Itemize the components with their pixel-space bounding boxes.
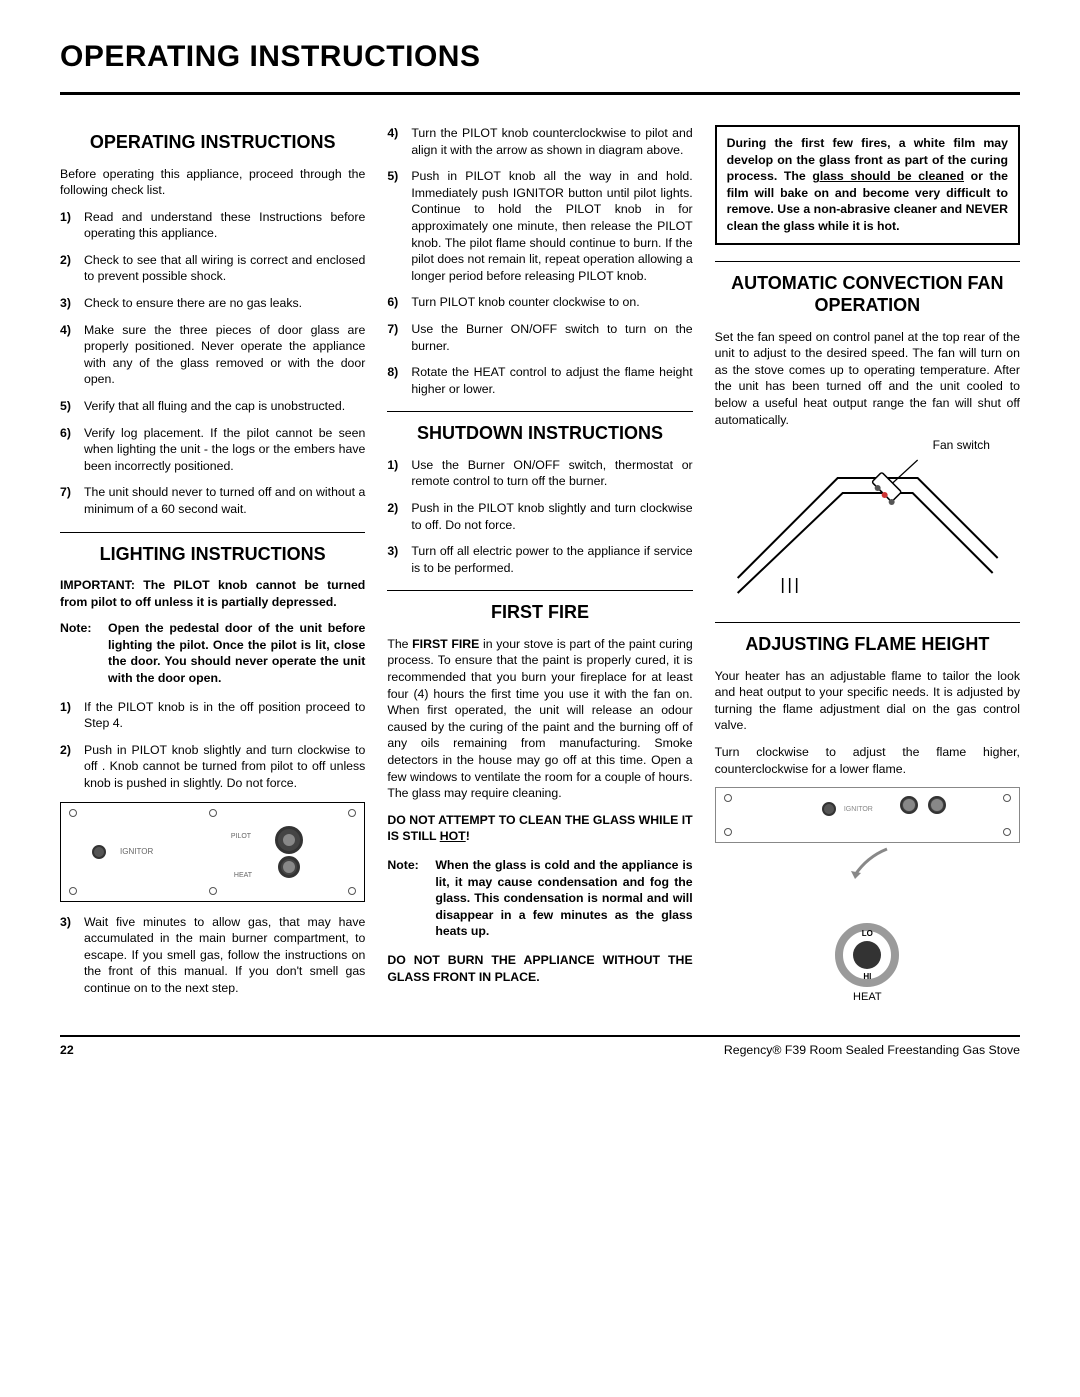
heat-panel-icon: IGNITOR [715, 787, 1020, 843]
lighting-note: Note: Open the pedestal door of the unit… [60, 620, 365, 686]
list-item: Turn PILOT knob counter clockwise to on. [387, 294, 692, 311]
note-text: Open the pedestal door of the unit befor… [108, 621, 365, 685]
fan-switch-diagram: Fan switch [715, 438, 1020, 608]
list-item: Make sure the three pieces of door glass… [60, 322, 365, 388]
note-label: Note: [387, 857, 418, 874]
heat-caption: HEAT [715, 991, 1020, 1003]
ignitor-label: IGNITOR [120, 847, 153, 856]
list-item: Wait five minutes to allow gas, that may… [60, 914, 365, 997]
note-text: When the glass is cold and the appliance… [435, 858, 692, 938]
operating-checklist: Read and understand these Instructions b… [60, 209, 365, 518]
pilot-label: PILOT [231, 833, 251, 840]
column-2: Turn the PILOT knob counterclockwise to … [387, 125, 692, 1007]
lighting-steps-1-2: If the PILOT knob is in the off position… [60, 699, 365, 792]
ignitor-button-icon [92, 845, 106, 859]
column-1: OPERATING INSTRUCTIONS Before operating … [60, 125, 365, 1007]
list-item: Push in the PILOT knob slightly and turn… [387, 500, 692, 533]
heading-lighting: LIGHTING INSTRUCTIONS [60, 543, 365, 566]
first-fire-para: The FIRST FIRE in your stove is part of … [387, 636, 692, 802]
shutdown-steps: Use the Burner ON/OFF switch, thermostat… [387, 457, 692, 577]
page-number: 22 [60, 1043, 74, 1057]
heat-control-diagram: IGNITOR LO HI HEAT [715, 787, 1020, 1003]
pointer-arrow-icon [837, 847, 897, 883]
title-rule [60, 92, 1020, 95]
rule [387, 590, 692, 591]
list-item: Turn the PILOT knob counterclockwise to … [387, 125, 692, 158]
heading-fan: AUTOMATIC CONVECTION FAN OPERATION [715, 272, 1020, 317]
lighting-important: IMPORTANT: The PILOT knob cannot be turn… [60, 577, 365, 610]
fan-switch-label: Fan switch [933, 438, 990, 452]
first-fire-note: Note: When the glass is cold and the app… [387, 857, 692, 940]
list-item: Turn off all electric power to the appli… [387, 543, 692, 576]
heat-dial-icon: LO HI [835, 923, 899, 987]
flame-p1: Your heater has an adjustable flame to t… [715, 668, 1020, 734]
column-3: During the first few fires, a white film… [715, 125, 1020, 1007]
heading-flame: ADJUSTING FLAME HEIGHT [715, 633, 1020, 656]
control-panel-diagram: IGNITOR PILOT HEAT [60, 802, 365, 902]
hi-label: HI [863, 972, 871, 981]
list-item: Push in PILOT knob slightly and turn clo… [60, 742, 365, 792]
pilot-knob-icon [275, 826, 303, 854]
heading-operating: OPERATING INSTRUCTIONS [60, 131, 365, 154]
lighting-steps-4-8: Turn the PILOT knob counterclockwise to … [387, 125, 692, 397]
page-title: OPERATING INSTRUCTIONS [60, 40, 1020, 74]
operating-intro: Before operating this appliance, proceed… [60, 166, 365, 199]
lighting-step-3: Wait five minutes to allow gas, that may… [60, 914, 365, 997]
list-item: The unit should never to turned off and … [60, 484, 365, 517]
footer-product: Regency® F39 Room Sealed Freestanding Ga… [724, 1043, 1020, 1057]
flame-p2: Turn clockwise to adjust the flame highe… [715, 744, 1020, 777]
rule [715, 622, 1020, 623]
rule [60, 532, 365, 533]
list-item: Push in PILOT knob all the way in and ho… [387, 168, 692, 284]
heading-shutdown: SHUTDOWN INSTRUCTIONS [387, 422, 692, 445]
columns: OPERATING INSTRUCTIONS Before operating … [60, 125, 1020, 1007]
list-item: If the PILOT knob is in the off position… [60, 699, 365, 732]
list-item: Verify log placement. If the pilot canno… [60, 425, 365, 475]
list-item: Verify that all fluing and the cap is un… [60, 398, 365, 415]
list-item: Read and understand these Instructions b… [60, 209, 365, 242]
list-item: Use the Burner ON/OFF switch, thermostat… [387, 457, 692, 490]
heat-knob-icon [278, 856, 300, 878]
warn-glass-front: DO NOT BURN THE APPLIANCE WITHOUT THE GL… [387, 952, 692, 985]
warn-clean-hot: DO NOT ATTEMPT TO CLEAN THE GLASS WHILE … [387, 812, 692, 845]
list-item: Check to ensure there are no gas leaks. [60, 295, 365, 312]
fan-para: Set the fan speed on control panel at th… [715, 329, 1020, 429]
footer: 22 Regency® F39 Room Sealed Freestanding… [60, 1035, 1020, 1057]
heading-first-fire: FIRST FIRE [387, 601, 692, 624]
rule [715, 261, 1020, 262]
fan-diagram-svg [715, 438, 1020, 608]
note-label: Note: [60, 620, 91, 637]
list-item: Use the Burner ON/OFF switch to turn on … [387, 321, 692, 354]
lo-label: LO [862, 929, 873, 938]
rule [387, 411, 692, 412]
curing-callout: During the first few fires, a white film… [715, 125, 1020, 245]
list-item: Rotate the HEAT control to adjust the fl… [387, 364, 692, 397]
heat-label: HEAT [234, 872, 252, 879]
list-item: Check to see that all wiring is correct … [60, 252, 365, 285]
